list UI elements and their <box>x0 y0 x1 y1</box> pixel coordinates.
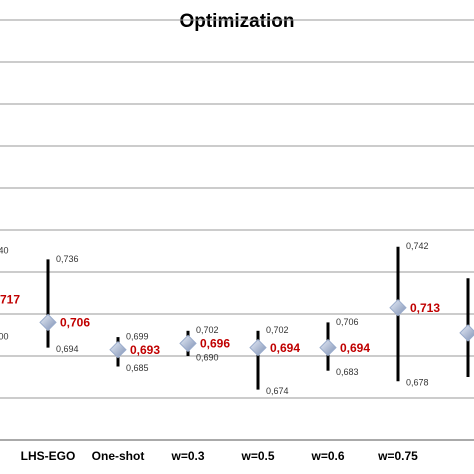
mean-marker <box>459 324 474 342</box>
mean-label: 0,717 <box>0 292 20 306</box>
mean-label: 0,694 <box>340 341 370 355</box>
chart-title: Optimization <box>179 11 294 32</box>
mean-marker <box>109 340 127 359</box>
high-label: 0,702 <box>266 325 289 335</box>
mean-marker <box>389 298 407 317</box>
low-label: 0,678 <box>406 378 429 388</box>
x-tick-label: w=0.75 <box>377 449 418 463</box>
mean-marker <box>179 334 197 353</box>
low-label: 0,683 <box>336 367 359 377</box>
low-label: 0,685 <box>126 363 149 373</box>
mean-marker <box>249 338 267 357</box>
mean-label: 0,696 <box>200 337 230 351</box>
low-label: 0,694 <box>56 344 79 354</box>
mean-label: 0,694 <box>270 341 300 355</box>
mean-label: 0,706 <box>60 316 90 330</box>
low-label: 0,700 <box>0 331 9 341</box>
mean-label: 0,713 <box>410 301 440 315</box>
high-label: 0,702 <box>196 325 219 335</box>
mean-marker <box>39 313 57 332</box>
low-label: 0,690 <box>196 352 219 362</box>
mean-marker <box>319 338 337 357</box>
x-tick-label: One-shot <box>92 449 145 463</box>
high-label: 0,740 <box>0 245 9 255</box>
high-label: 0,736 <box>56 254 79 264</box>
low-label: 0,674 <box>266 386 289 396</box>
x-tick-label: w=0.6 <box>310 449 344 463</box>
mean-label: 0,693 <box>130 343 160 357</box>
high-label: 0,699 <box>126 331 149 341</box>
high-label: 0,706 <box>336 317 359 327</box>
x-tick-label: w=0.5 <box>240 449 274 463</box>
x-tick-label: w=0.3 <box>170 449 204 463</box>
x-tick-label: LHS-EGO <box>21 449 76 463</box>
high-label: 0,742 <box>406 241 429 251</box>
